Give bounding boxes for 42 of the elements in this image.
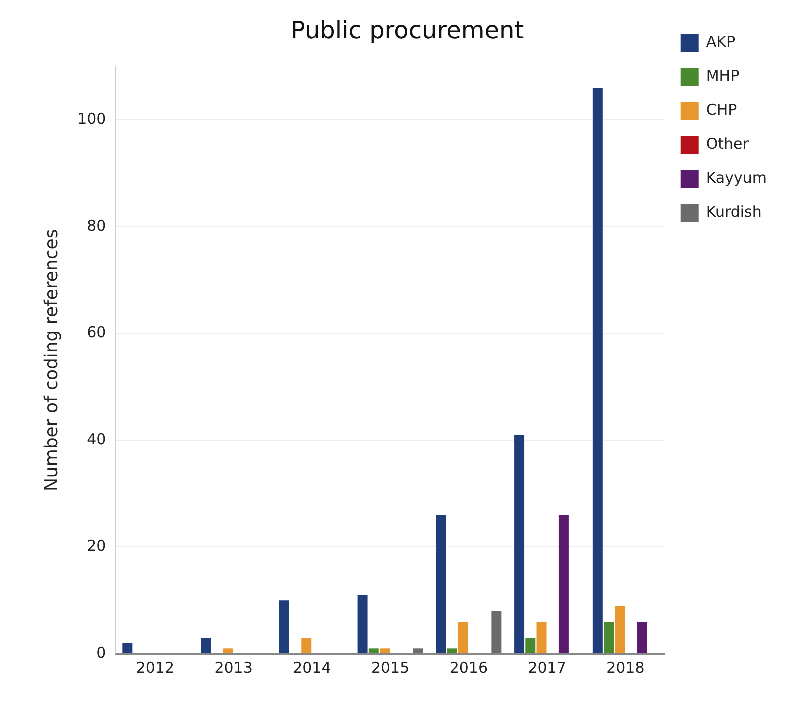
x-tick-label: 2017 xyxy=(528,658,566,677)
bar xyxy=(279,600,290,654)
bar xyxy=(436,515,446,654)
bar xyxy=(492,611,502,654)
bar xyxy=(380,648,390,654)
legend-label: Other xyxy=(706,134,750,153)
chart-title: Public procurement xyxy=(290,16,524,45)
legend-label: Kayyum xyxy=(706,168,768,187)
y-tick-label: 100 xyxy=(78,110,106,128)
x-tick-label: 2014 xyxy=(293,658,332,677)
y-tick-label: 0 xyxy=(96,644,106,662)
bar xyxy=(447,648,458,654)
x-tick-label: 2013 xyxy=(214,658,253,677)
legend-label: CHP xyxy=(706,100,738,119)
legend-label: MHP xyxy=(706,66,740,85)
y-axis-title: Number of coding references xyxy=(41,229,62,492)
bar xyxy=(558,515,569,654)
legend-label: AKP xyxy=(706,32,736,51)
bar xyxy=(122,643,133,654)
bar xyxy=(201,638,212,654)
y-tick-label: 20 xyxy=(87,537,106,556)
bar xyxy=(413,648,424,654)
y-tick-label: 60 xyxy=(87,324,106,342)
bar xyxy=(615,606,626,654)
bar xyxy=(536,622,547,654)
bar xyxy=(223,648,234,654)
bar xyxy=(458,622,468,654)
bar xyxy=(526,638,536,654)
bar xyxy=(604,622,614,654)
bar xyxy=(637,622,648,654)
bar xyxy=(514,435,525,654)
bar xyxy=(358,595,368,654)
x-tick-label: 2016 xyxy=(450,658,488,677)
bar xyxy=(592,88,603,654)
bar xyxy=(368,648,379,654)
y-tick-label: 40 xyxy=(87,430,106,448)
legend-label: Kurdish xyxy=(706,202,762,221)
x-tick-label: 2012 xyxy=(136,658,175,677)
x-tick-label: 2018 xyxy=(606,658,645,677)
bar xyxy=(302,638,312,654)
y-tick-label: 80 xyxy=(87,216,106,235)
x-tick-label: 2015 xyxy=(371,658,410,677)
